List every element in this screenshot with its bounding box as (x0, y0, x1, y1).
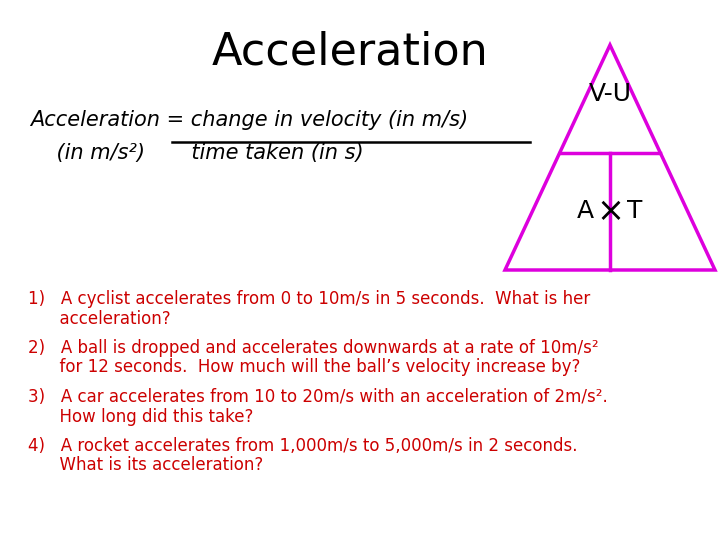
Text: for 12 seconds.  How much will the ball’s velocity increase by?: for 12 seconds. How much will the ball’s… (28, 359, 580, 376)
Text: acceleration?: acceleration? (28, 309, 171, 327)
Text: How long did this take?: How long did this take? (28, 408, 253, 426)
Text: A: A (576, 199, 593, 223)
Text: 1)   A cyclist accelerates from 0 to 10m/s in 5 seconds.  What is her: 1) A cyclist accelerates from 0 to 10m/s… (28, 290, 590, 308)
Text: T: T (627, 199, 643, 223)
Text: What is its acceleration?: What is its acceleration? (28, 456, 264, 475)
Text: 4)   A rocket accelerates from 1,000m/s to 5,000m/s in 2 seconds.: 4) A rocket accelerates from 1,000m/s to… (28, 437, 577, 455)
Text: Acceleration: Acceleration (212, 30, 488, 73)
Text: ×: × (596, 195, 624, 228)
Text: 2)   A ball is dropped and accelerates downwards at a rate of 10m/s²: 2) A ball is dropped and accelerates dow… (28, 339, 598, 357)
Text: V-U: V-U (588, 82, 631, 106)
Text: 3)   A car accelerates from 10 to 20m/s with an acceleration of 2m/s².: 3) A car accelerates from 10 to 20m/s wi… (28, 388, 608, 406)
Text: (in m/s²)       time taken (in s): (in m/s²) time taken (in s) (30, 143, 364, 163)
Text: Acceleration = change in velocity (in m/s): Acceleration = change in velocity (in m/… (30, 110, 468, 130)
